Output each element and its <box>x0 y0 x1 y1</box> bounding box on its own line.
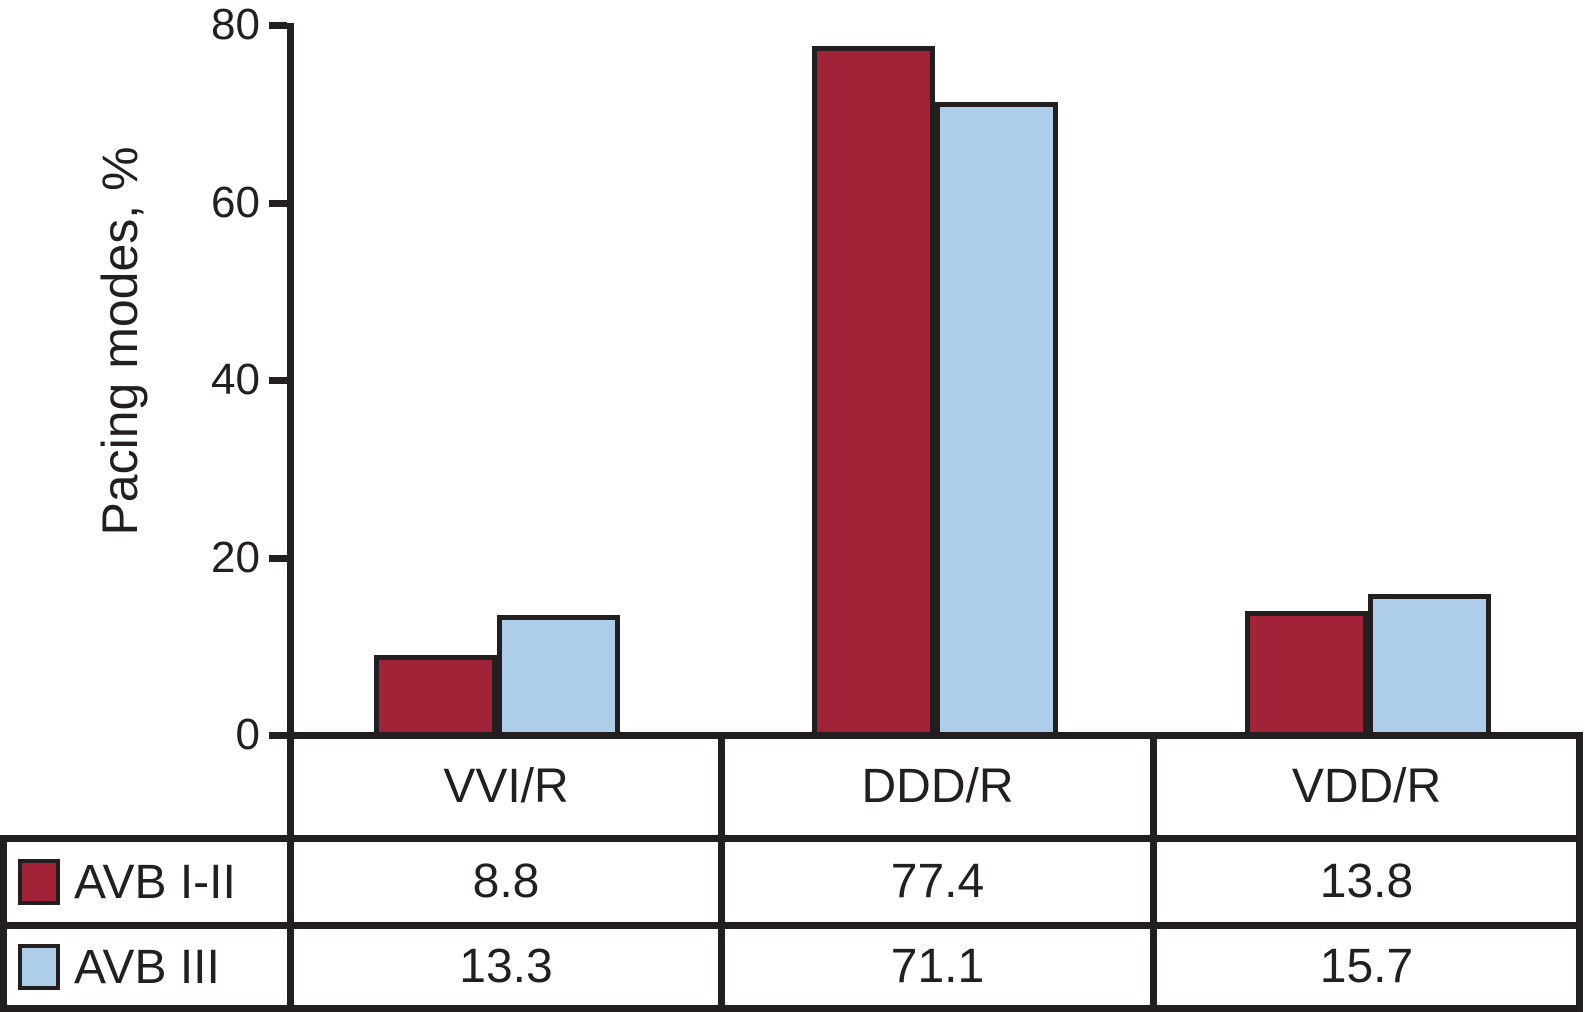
legend-label-avb-i-ii: AVB I-II <box>74 855 236 909</box>
avb-iii-legend-swatch <box>18 944 60 990</box>
value-avb-i-ii-ddd-r: 77.4 <box>718 842 1150 929</box>
category-label-vvi-r: VVI/R <box>294 739 725 835</box>
value-avb-i-ii-vvi-r: 8.8 <box>287 842 718 929</box>
data-table: AVB I-II 8.8 77.4 13.8 AVB III 13.3 71.1… <box>0 835 1583 1012</box>
bar-avb-i-ii-vvi-r <box>374 655 497 737</box>
bar-avb-iii-vvi-r <box>497 615 620 737</box>
bar-avb-iii-vdd-r <box>1368 594 1491 737</box>
y-tick-label-20: 20 <box>211 532 260 582</box>
y-tick-label-60: 60 <box>211 177 260 227</box>
y-tick-mark-40 <box>269 377 287 384</box>
category-header-row: VVI/R DDD/R VDD/R <box>287 732 1583 842</box>
y-tick-label-80: 80 <box>211 0 260 49</box>
avb-i-ii-legend-swatch <box>18 859 60 905</box>
y-tick-mark-60 <box>269 199 287 207</box>
y-tick-mark-80 <box>269 22 287 29</box>
category-label-ddd-r: DDD/R <box>725 739 1157 835</box>
bar-avb-iii-ddd-r <box>935 102 1058 737</box>
y-tick-label-0: 0 <box>235 710 260 759</box>
legend-row-avb-i-ii: AVB I-II <box>7 842 287 929</box>
legend-label-avb-iii: AVB III <box>74 940 220 994</box>
bar-avb-i-ii-vdd-r <box>1245 611 1368 737</box>
y-tick-mark-20 <box>269 554 287 562</box>
y-axis-line <box>287 23 294 835</box>
category-label-vdd-r: VDD/R <box>1291 760 1442 813</box>
value-avb-iii-vdd-r: 15.7 <box>1150 929 1576 1005</box>
bar-avb-i-ii-ddd-r <box>812 46 935 737</box>
legend-row-avb-iii: AVB III <box>7 929 287 1005</box>
value-avb-iii-ddd-r: 71.1 <box>718 929 1150 1005</box>
value-avb-i-ii-vdd-r: 13.8 <box>1150 842 1576 929</box>
value-avb-iii-vvi-r: 13.3 <box>287 929 718 1005</box>
y-tick-label-40: 40 <box>211 355 260 404</box>
y-tick-mark-0 <box>269 732 287 739</box>
